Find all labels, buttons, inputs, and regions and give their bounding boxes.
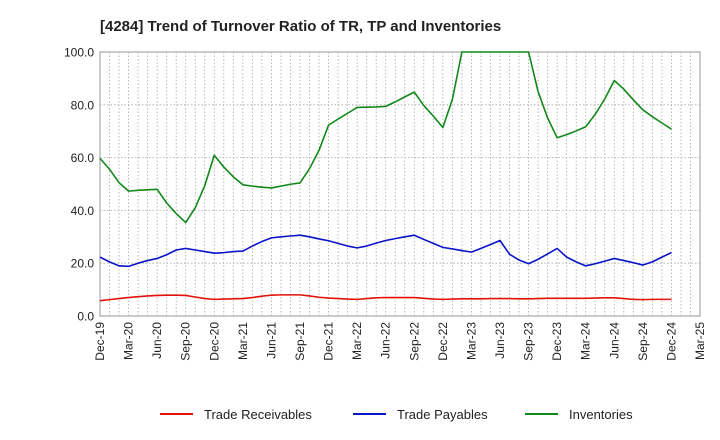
- x-tick-label: Jun-23: [493, 322, 507, 359]
- x-tick-label: Sep-20: [179, 322, 193, 361]
- chart-title: [4284] Trend of Turnover Ratio of TR, TP…: [100, 18, 501, 35]
- x-tick-label: Jun-20: [150, 322, 164, 359]
- grid-lines: [100, 52, 700, 316]
- x-tick-label: Mar-24: [579, 322, 593, 360]
- x-tick-label: Jun-22: [379, 322, 393, 359]
- trade-payables-line: [99, 234, 672, 268]
- plot-area-border: [99, 51, 701, 317]
- trade-receivables-legend-label: Trade Receivables: [204, 407, 312, 422]
- y-axis-tick-labels: 0.0 20.0 40.0 60.0 80.0 100.0: [64, 46, 94, 324]
- series-lines: [99, 51, 672, 302]
- x-tick-label: Mar-23: [464, 322, 478, 360]
- x-tick-label: Mar-22: [350, 322, 364, 360]
- x-tick-label: Sep-23: [522, 322, 536, 361]
- trade-receivables-line: [99, 294, 672, 302]
- x-tick-label: Dec-24: [664, 322, 678, 361]
- x-tick-label: Dec-22: [436, 322, 450, 361]
- x-axis-tick-labels: Dec-19 Mar-20 Jun-20 Sep-20 Dec-20 Mar-21 Jun-…: [93, 322, 707, 361]
- x-tick-label: Mar-20: [122, 322, 136, 360]
- x-tick-label: Sep-21: [293, 322, 307, 361]
- x-tick-label: Dec-21: [322, 322, 336, 361]
- y-tick-label: 0.0: [77, 310, 94, 324]
- y-tick-label: 40.0: [71, 204, 95, 218]
- x-tick-label: Dec-20: [207, 322, 221, 361]
- legend: Trade Receivables Trade Payables Inventori…: [160, 407, 633, 422]
- y-tick-label: 60.0: [71, 151, 95, 165]
- inventories-legend-label: Inventories: [569, 407, 633, 422]
- y-tick-label: 80.0: [71, 98, 95, 112]
- x-tick-label: Jun-24: [607, 322, 621, 359]
- x-tick-label: Dec-19: [93, 322, 107, 361]
- y-tick-label: 20.0: [71, 257, 95, 271]
- y-tick-label: 100.0: [64, 46, 94, 60]
- x-tick-label: Mar-25: [693, 322, 707, 360]
- inventories-line: [99, 51, 672, 224]
- x-tick-label: Sep-24: [636, 322, 650, 361]
- trade-payables-legend-label: Trade Payables: [397, 407, 488, 422]
- x-tick-label: Sep-22: [407, 322, 421, 361]
- x-tick-label: Jun-21: [264, 322, 278, 359]
- x-tick-label: Mar-21: [236, 322, 250, 360]
- x-tick-label: Dec-23: [550, 322, 564, 361]
